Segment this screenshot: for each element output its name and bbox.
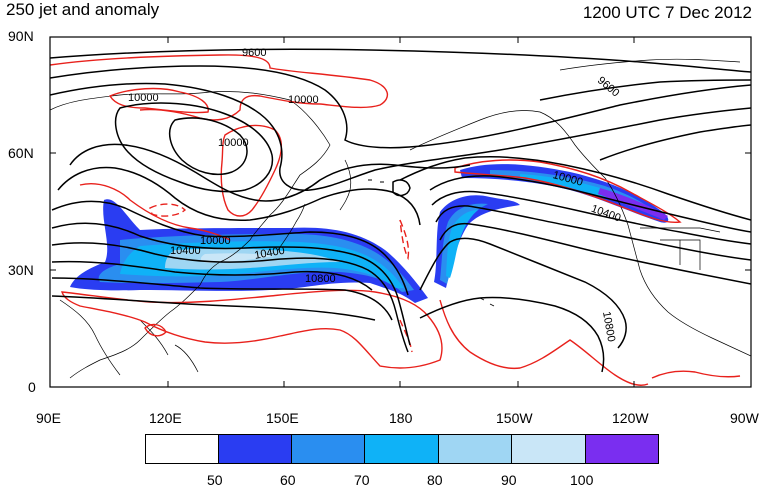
height-contour	[429, 175, 751, 233]
height-contour	[51, 222, 411, 346]
axis-ticks	[50, 36, 751, 388]
height-contour	[439, 222, 751, 285]
anomaly-contour	[108, 87, 209, 114]
coast-arctic	[559, 58, 741, 71]
colorbar-box	[291, 434, 365, 464]
anomaly-contour	[651, 370, 741, 379]
jet-shade-70c	[520, 174, 650, 210]
lat-label-90n: 90N	[8, 28, 34, 44]
height-contour	[51, 260, 373, 291]
lon-label-180: 180	[389, 410, 413, 426]
colorbar-label: 50	[207, 472, 223, 488]
contour-label: 9600	[242, 47, 266, 59]
valid-time: 1200 UTC 7 Dec 2012	[582, 3, 752, 22]
map-layers: 9600 9600 10000 10000 10000 10000 10000 …	[50, 47, 751, 386]
contour-labels: 9600 9600 10000 10000 10000 10000 10000 …	[128, 47, 622, 343]
colorbar-box	[585, 434, 659, 464]
anomaly-contour	[439, 299, 649, 386]
jet-shade-60b	[440, 203, 488, 284]
anomaly-contour	[454, 159, 682, 223]
colorbar-box	[438, 434, 512, 464]
height-contour	[599, 124, 751, 161]
contour-label: 10000	[128, 92, 159, 104]
anomaly-contours	[50, 54, 741, 386]
height-contour	[539, 79, 751, 101]
lon-label-90w: 90W	[730, 410, 759, 426]
height-contour	[419, 237, 627, 349]
contour-label: 9600	[595, 75, 621, 100]
coast-japan	[277, 203, 306, 251]
lat-label-eq: 0	[28, 379, 36, 395]
colorbar-box	[511, 434, 586, 464]
contour-label: 10800	[600, 311, 617, 343]
contour-label: 10800	[305, 273, 336, 285]
anomaly-contour	[144, 323, 167, 337]
anomaly-contour	[399, 319, 413, 353]
figure-title: 250 jet and anomaly	[6, 0, 160, 19]
height-contour	[392, 179, 411, 197]
height-contour	[51, 277, 393, 321]
colorbar-label: 100	[570, 472, 594, 488]
colorbar-label: 70	[354, 472, 370, 488]
height-contour	[51, 295, 376, 321]
colorbar-box	[364, 434, 439, 464]
anomaly-contour	[399, 219, 410, 261]
colorbar-label: 90	[501, 472, 517, 488]
height-contour	[435, 205, 751, 261]
height-contour	[168, 117, 248, 176]
colorbar-label: 80	[427, 472, 443, 488]
height-contour	[399, 156, 751, 221]
coast-hawaii	[479, 297, 495, 307]
height-contour	[368, 179, 384, 183]
contour-label: 10400	[170, 245, 201, 257]
anomaly-contour	[149, 203, 187, 217]
contour-label: 10000	[288, 94, 319, 106]
height-contour	[114, 102, 274, 193]
lon-label-150w: 150W	[496, 410, 533, 426]
lon-label-120e: 120E	[149, 410, 182, 426]
colorbar-label: 60	[280, 472, 296, 488]
height-contour	[50, 65, 751, 149]
jet-shade-90	[200, 253, 275, 263]
height-contour	[51, 200, 409, 296]
colorbar-box	[145, 434, 219, 464]
height-contour	[50, 82, 751, 191]
lat-label-30n: 30N	[8, 262, 34, 278]
coast-seasia	[59, 299, 199, 376]
colorbar-box	[218, 434, 292, 464]
height-contour	[69, 143, 471, 202]
lat-label-60n: 60N	[8, 145, 34, 161]
height-contour	[419, 296, 605, 373]
anomaly-contour	[50, 54, 389, 121]
jet-shade-70b	[446, 210, 478, 278]
contour-label: 10000	[200, 235, 231, 247]
anomaly-contour	[60, 289, 443, 369]
height-contour	[57, 166, 421, 226]
lon-label-120w: 120W	[612, 410, 649, 426]
height-contours	[50, 48, 751, 373]
coast-alaska	[409, 110, 606, 179]
lon-label-150e: 150E	[266, 410, 299, 426]
anomaly-contour	[79, 183, 231, 241]
contour-label: 10400	[254, 245, 286, 262]
height-contour	[431, 190, 751, 245]
contour-label: 10000	[218, 137, 249, 149]
height-contour	[50, 48, 751, 73]
height-contour	[51, 242, 409, 353]
lon-label-90e: 90E	[36, 410, 61, 426]
